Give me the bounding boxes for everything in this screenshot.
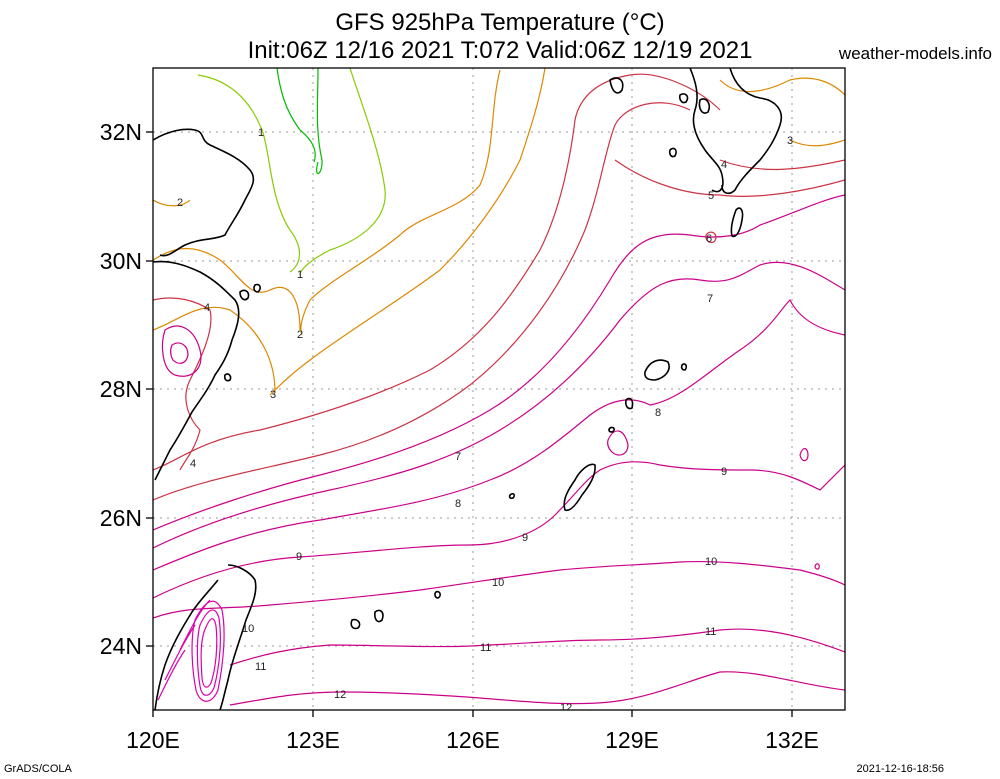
contour-label: 2	[297, 329, 303, 341]
isotherm-12	[229, 671, 845, 706]
lon-tick-label: 123E	[286, 727, 340, 753]
contour-label: 10	[492, 577, 504, 589]
contour-label: 7	[707, 293, 713, 305]
island-amami	[644, 359, 670, 381]
isotherm-11	[229, 628, 845, 666]
island-tanegashima	[730, 207, 744, 238]
island-small-3	[508, 492, 516, 500]
contour-label: 10	[242, 623, 254, 635]
island-zhoushan	[223, 283, 261, 382]
contour-label: 9	[296, 551, 302, 563]
isotherm-tw-4	[157, 599, 211, 701]
coast-china	[153, 128, 255, 481]
plot-area: 1 1 2 2 3 3 4 4 4 5 6 7 7 8 8 9 9 9 10 1…	[153, 68, 845, 714]
lat-tick-label: 28N	[100, 376, 142, 402]
island-miyako	[350, 609, 384, 630]
isotherm-small-3	[705, 231, 717, 244]
isotherm-1-green	[276, 68, 323, 174]
lon-tick-label: 129E	[605, 727, 659, 753]
island-korea-south	[609, 77, 689, 104]
temperature-contours	[153, 68, 845, 706]
isotherm-tw-3	[200, 618, 218, 688]
isotherm-4	[153, 73, 845, 471]
coast-taiwan	[154, 564, 257, 710]
contour-label: 11	[480, 642, 491, 654]
isotherm-zj	[161, 325, 202, 377]
contour-label: 7	[455, 451, 461, 463]
island-goto	[668, 98, 711, 158]
isotherm-7	[153, 261, 845, 549]
contour-label: 6	[706, 233, 712, 245]
contour-label: 3	[270, 389, 276, 401]
island-small-2	[608, 426, 615, 433]
lat-tick-label: 32N	[100, 119, 142, 145]
contour-label: 5	[708, 190, 714, 202]
island-small-4	[434, 590, 441, 599]
contour-label: 8	[455, 498, 461, 510]
isotherm-9	[153, 461, 845, 599]
lat-tick-label: 26N	[100, 505, 142, 531]
isotherm-3	[153, 68, 546, 396]
contour-label: 1	[297, 269, 303, 281]
isotherm-small-2	[799, 448, 820, 570]
axis-ticks	[146, 131, 793, 717]
island-yonaguni	[680, 363, 688, 371]
contour-label: 8	[655, 407, 661, 419]
contour-label: 4	[190, 458, 196, 470]
contour-label: 12	[334, 689, 346, 701]
coastlines	[153, 68, 782, 710]
contour-label: 9	[522, 532, 528, 544]
contour-label: 4	[721, 159, 727, 171]
lon-tick-label: 120E	[126, 727, 180, 753]
render-timestamp: 2021-12-16-18:56	[856, 763, 944, 775]
contour-label: 9	[721, 466, 727, 478]
isotherm-6	[153, 194, 845, 531]
lat-tick-label: 24N	[100, 633, 142, 659]
isotherm-small-1	[607, 430, 629, 456]
contour-label: 10	[705, 556, 717, 568]
graticule	[153, 68, 845, 710]
isotherm-8	[153, 298, 845, 571]
island-okinawa	[563, 463, 596, 512]
isotherm-1	[197, 68, 386, 276]
isotherm-tw-2	[196, 609, 221, 696]
map-subtitle: Init:06Z 12/16 2021 T:072 Valid:06Z 12/1…	[247, 37, 753, 64]
isotherm-5	[153, 102, 845, 501]
isotherm-10	[153, 560, 845, 619]
contour-label: 4	[204, 302, 210, 314]
lat-tick-label: 30N	[100, 248, 142, 274]
isotherm-tw-1	[191, 600, 225, 702]
isotherm-3-east	[719, 77, 845, 147]
contour-label: 11	[705, 626, 716, 638]
contour-label: 3	[787, 135, 793, 147]
contour-labels: 1 1 2 2 3 3 4 4 4 5 6 7 7 8 8 9 9 9 10 1…	[177, 127, 793, 714]
lon-tick-label: 132E	[765, 727, 819, 753]
software-credit: GrADS/COLA	[4, 763, 72, 775]
contour-label: 11	[255, 661, 266, 673]
map-title: GFS 925hPa Temperature (°C)	[335, 9, 665, 36]
coast-kyushu	[689, 68, 782, 195]
contour-label: 12	[560, 702, 572, 714]
island-small-1	[625, 397, 634, 410]
lon-tick-label: 126E	[446, 727, 500, 753]
axis-labels: 120E 123E 126E 129E 132E 24N 26N 28N 30N…	[100, 119, 819, 753]
contour-label: 2	[177, 197, 183, 209]
contour-label: 1	[258, 127, 264, 139]
isotherm-2	[153, 69, 501, 336]
site-credit: weather-models.info	[838, 44, 992, 63]
